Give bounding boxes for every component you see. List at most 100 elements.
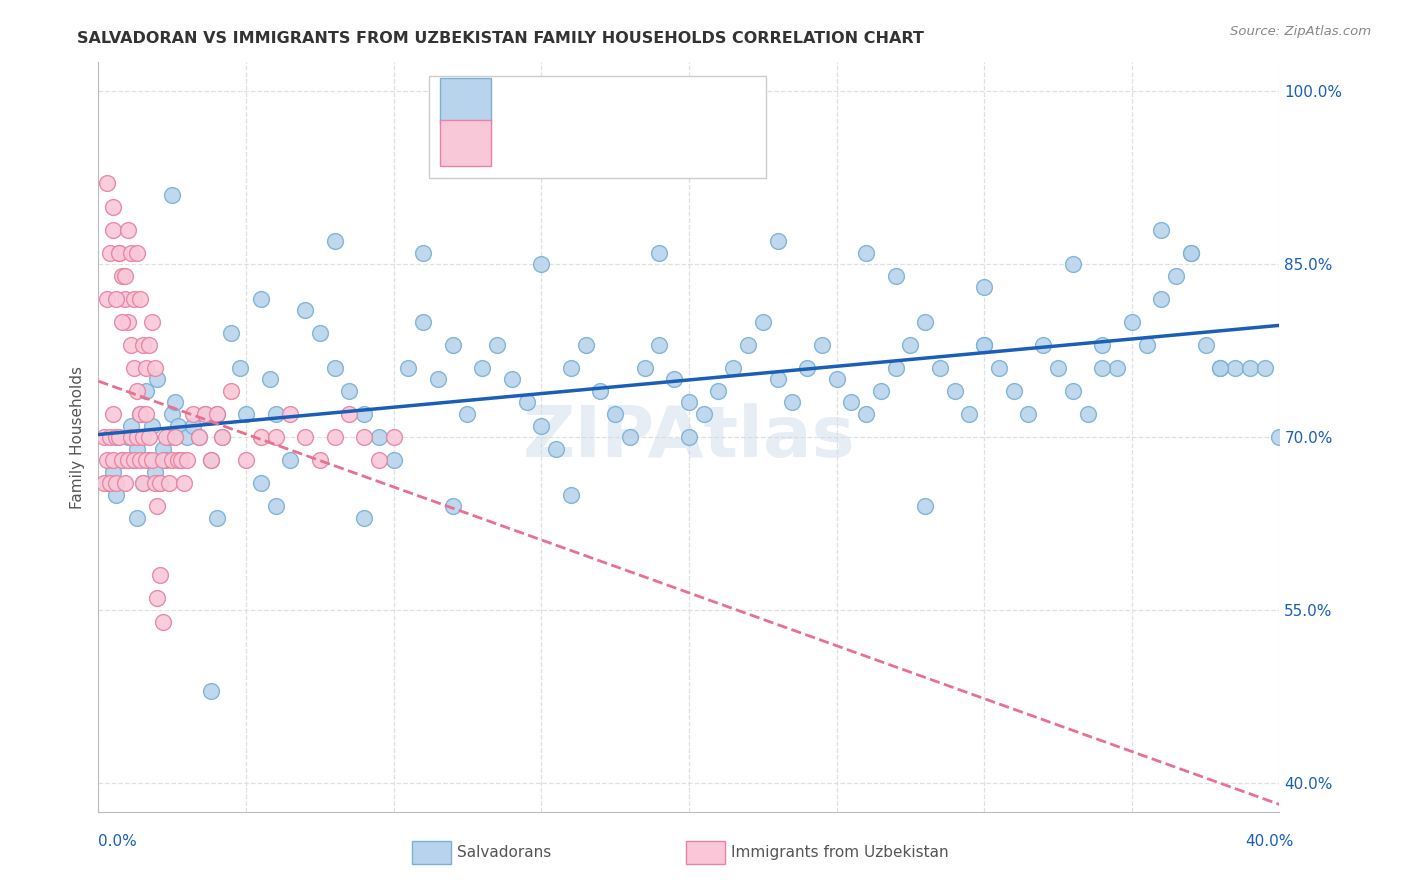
Point <box>194 407 217 421</box>
Point <box>259 372 281 386</box>
Text: Source: ZipAtlas.com: Source: ZipAtlas.com <box>1230 25 1371 38</box>
Point <box>988 360 1011 375</box>
Point <box>707 384 730 398</box>
Point <box>152 615 174 629</box>
Point <box>98 245 121 260</box>
Point <box>959 407 981 421</box>
Point <box>264 407 287 421</box>
Point <box>678 430 700 444</box>
Point <box>132 476 155 491</box>
Point <box>108 245 131 260</box>
Point <box>810 338 832 352</box>
Point <box>162 188 183 202</box>
Point <box>187 430 209 444</box>
Point <box>200 453 222 467</box>
Point <box>353 430 375 444</box>
Point <box>132 430 155 444</box>
Point <box>96 292 118 306</box>
Text: 0.0%: 0.0% <box>98 834 138 849</box>
Point <box>157 476 180 491</box>
Point <box>1032 338 1054 352</box>
Point <box>1225 360 1247 375</box>
Point <box>723 360 745 375</box>
Point <box>1046 360 1070 375</box>
Point <box>117 430 139 444</box>
Point <box>211 430 233 444</box>
Point <box>294 430 316 444</box>
Text: R =: R = <box>499 92 536 110</box>
Point <box>205 510 228 524</box>
Point <box>143 476 166 491</box>
Point <box>1077 407 1099 421</box>
Text: ZIPAtlas: ZIPAtlas <box>523 402 855 472</box>
Point <box>103 465 125 479</box>
Point <box>132 476 155 491</box>
Point <box>122 453 145 467</box>
Point <box>105 430 128 444</box>
Point <box>752 315 775 329</box>
Point <box>560 360 582 375</box>
Point <box>211 430 233 444</box>
Text: Immigrants from Uzbekistan: Immigrants from Uzbekistan <box>731 846 949 860</box>
Point <box>280 407 302 421</box>
Point <box>143 360 166 375</box>
Point <box>427 372 450 386</box>
Point <box>412 315 434 329</box>
Point <box>619 430 641 444</box>
Point <box>457 407 479 421</box>
Point <box>165 395 187 409</box>
Point <box>1121 315 1143 329</box>
Point <box>855 245 877 260</box>
Point <box>141 418 163 433</box>
Point <box>152 453 174 467</box>
Point <box>530 418 553 433</box>
Point <box>146 500 169 514</box>
Point <box>128 407 150 421</box>
Point <box>149 476 172 491</box>
Point <box>250 292 273 306</box>
Point <box>146 372 169 386</box>
Point <box>200 453 222 467</box>
Point <box>181 407 204 421</box>
Point <box>120 418 142 433</box>
Point <box>471 360 494 375</box>
Point <box>914 315 936 329</box>
Point <box>93 476 115 491</box>
Point <box>235 407 257 421</box>
Point <box>170 453 193 467</box>
Y-axis label: Family Households: Family Households <box>69 366 84 508</box>
Point <box>194 407 217 421</box>
Point <box>1062 384 1084 398</box>
Point <box>135 453 157 467</box>
Point <box>128 292 150 306</box>
Point <box>108 245 131 260</box>
Point <box>664 372 686 386</box>
Point <box>1180 245 1202 260</box>
Point <box>117 222 139 236</box>
Point <box>176 430 198 444</box>
Point <box>96 453 118 467</box>
Point <box>1091 338 1114 352</box>
Point <box>309 326 332 341</box>
Point <box>157 430 180 444</box>
Point <box>155 453 177 467</box>
Point <box>149 568 172 582</box>
Point <box>114 476 136 491</box>
Point <box>575 338 598 352</box>
Point <box>589 384 612 398</box>
Point <box>486 338 509 352</box>
Point <box>93 430 115 444</box>
Point <box>132 338 155 352</box>
Point <box>105 476 128 491</box>
Point <box>294 303 316 318</box>
Point <box>149 476 172 491</box>
Point <box>125 442 148 456</box>
Point <box>280 453 302 467</box>
Point <box>167 418 190 433</box>
Point <box>382 430 405 444</box>
Text: 83: 83 <box>651 134 681 152</box>
Point <box>111 268 134 283</box>
Text: 0.019: 0.019 <box>538 134 591 152</box>
Point <box>98 476 121 491</box>
Point <box>128 453 150 467</box>
